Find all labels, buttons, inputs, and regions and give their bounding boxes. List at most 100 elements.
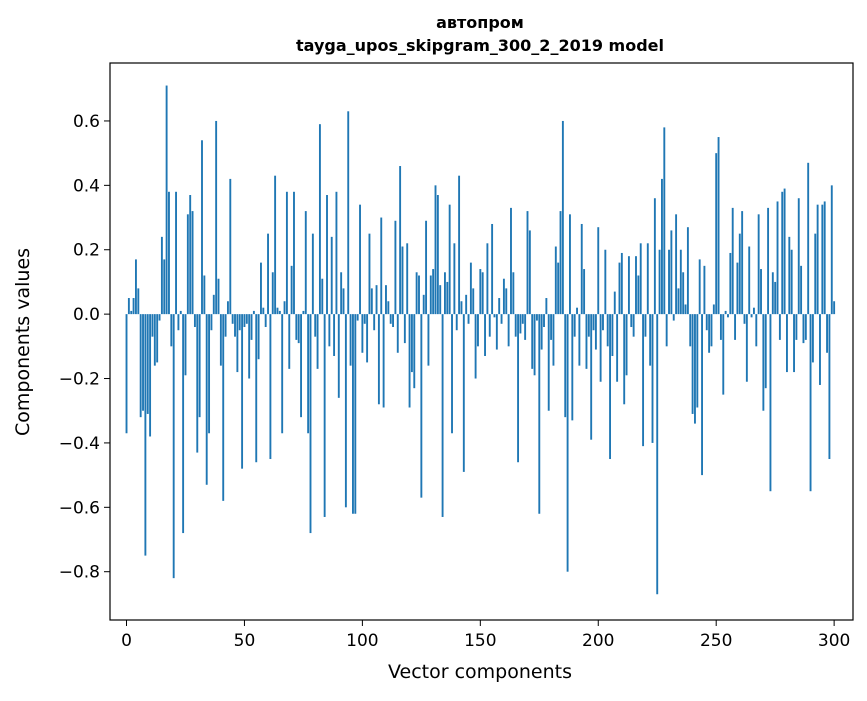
bar-160 [502, 278, 505, 315]
bar-36 [210, 314, 213, 331]
bar-143 [462, 314, 465, 472]
bar-113 [392, 314, 394, 328]
bar-24 [182, 314, 185, 534]
bar-206 [611, 314, 614, 356]
y-tick-label-1: −0.6 [59, 498, 100, 518]
x-axis-label: Vector components [388, 661, 572, 683]
bar-124 [418, 275, 420, 315]
bar-234 [677, 288, 680, 315]
bar-91 [340, 272, 343, 315]
bar-40 [219, 314, 222, 366]
bar-85 [326, 195, 328, 315]
y-tick-label-5: 0.2 [73, 241, 100, 261]
bar-19 [170, 314, 173, 347]
bar-52 [248, 314, 251, 379]
bar-275 [774, 281, 777, 315]
bar-6 [139, 314, 142, 418]
bar-246 [705, 314, 708, 331]
bar-71 [293, 191, 295, 315]
bar-227 [661, 178, 663, 315]
bar-114 [394, 220, 397, 315]
bar-133 [439, 285, 442, 315]
bar-269 [760, 269, 762, 315]
bar-289 [807, 162, 810, 315]
bar-90 [337, 314, 340, 398]
bar-200 [597, 227, 600, 315]
bar-207 [613, 291, 616, 315]
bar-231 [670, 230, 673, 315]
bar-95 [349, 314, 352, 366]
bar-15 [160, 236, 163, 315]
bar-220 [644, 314, 647, 337]
bar-212 [625, 314, 628, 376]
bar-9 [146, 314, 149, 414]
bar-8 [144, 314, 147, 556]
bar-191 [576, 307, 578, 315]
bar-295 [821, 204, 824, 315]
bar-218 [639, 243, 642, 315]
bar-4 [135, 259, 137, 315]
bar-244 [701, 314, 703, 476]
bar-103 [368, 233, 371, 315]
bar-255 [727, 314, 729, 318]
bar-131 [434, 185, 437, 315]
x-tick-label-50: 50 [234, 631, 256, 651]
bar-137 [448, 204, 451, 315]
bar-119 [406, 243, 409, 315]
bar-185 [561, 120, 564, 315]
bar-56 [257, 314, 260, 360]
bar-236 [682, 272, 685, 315]
bar-62 [271, 272, 274, 315]
bar-219 [642, 314, 645, 447]
bar-46 [234, 314, 236, 337]
bar-215 [632, 314, 635, 337]
bar-254 [724, 310, 727, 315]
bar-258 [734, 314, 737, 340]
bar-148 [474, 314, 477, 379]
bar-27 [189, 195, 192, 315]
bar-173 [533, 314, 536, 376]
bar-13 [156, 314, 159, 363]
bar-211 [623, 314, 626, 405]
bar-168 [521, 314, 524, 324]
bar-271 [764, 314, 767, 389]
bar-150 [479, 269, 482, 315]
bar-14 [158, 314, 161, 321]
bar-284 [795, 314, 798, 340]
bar-252 [719, 314, 722, 340]
bar-55 [255, 314, 258, 463]
bar-237 [684, 304, 687, 315]
bar-222 [649, 314, 652, 366]
bar-72 [295, 314, 298, 340]
bar-42 [224, 314, 227, 337]
bar-147 [472, 288, 475, 315]
bar-154 [488, 314, 491, 337]
bar-241 [694, 314, 696, 424]
bar-61 [269, 314, 272, 460]
bar-54 [252, 310, 255, 315]
bar-267 [755, 314, 758, 347]
bar-48 [238, 314, 241, 331]
bar-138 [451, 314, 453, 434]
bar-238 [686, 227, 689, 315]
bar-247 [708, 314, 711, 353]
bar-196 [587, 314, 590, 337]
bar-22 [177, 314, 180, 331]
bar-29 [193, 314, 196, 328]
bar-73 [297, 314, 300, 344]
bar-279 [783, 188, 786, 315]
bar-266 [752, 307, 755, 315]
bar-107 [377, 314, 380, 405]
bar-166 [517, 314, 520, 463]
bar-149 [477, 314, 479, 347]
bar-293 [816, 204, 819, 315]
bar-280 [786, 314, 788, 373]
bar-120 [408, 314, 411, 408]
bar-134 [441, 314, 444, 517]
bar-177 [543, 314, 545, 328]
bar-41 [222, 314, 225, 501]
bar-117 [401, 246, 404, 315]
x-tick-label-250: 250 [700, 631, 732, 651]
bar-112 [389, 314, 392, 324]
